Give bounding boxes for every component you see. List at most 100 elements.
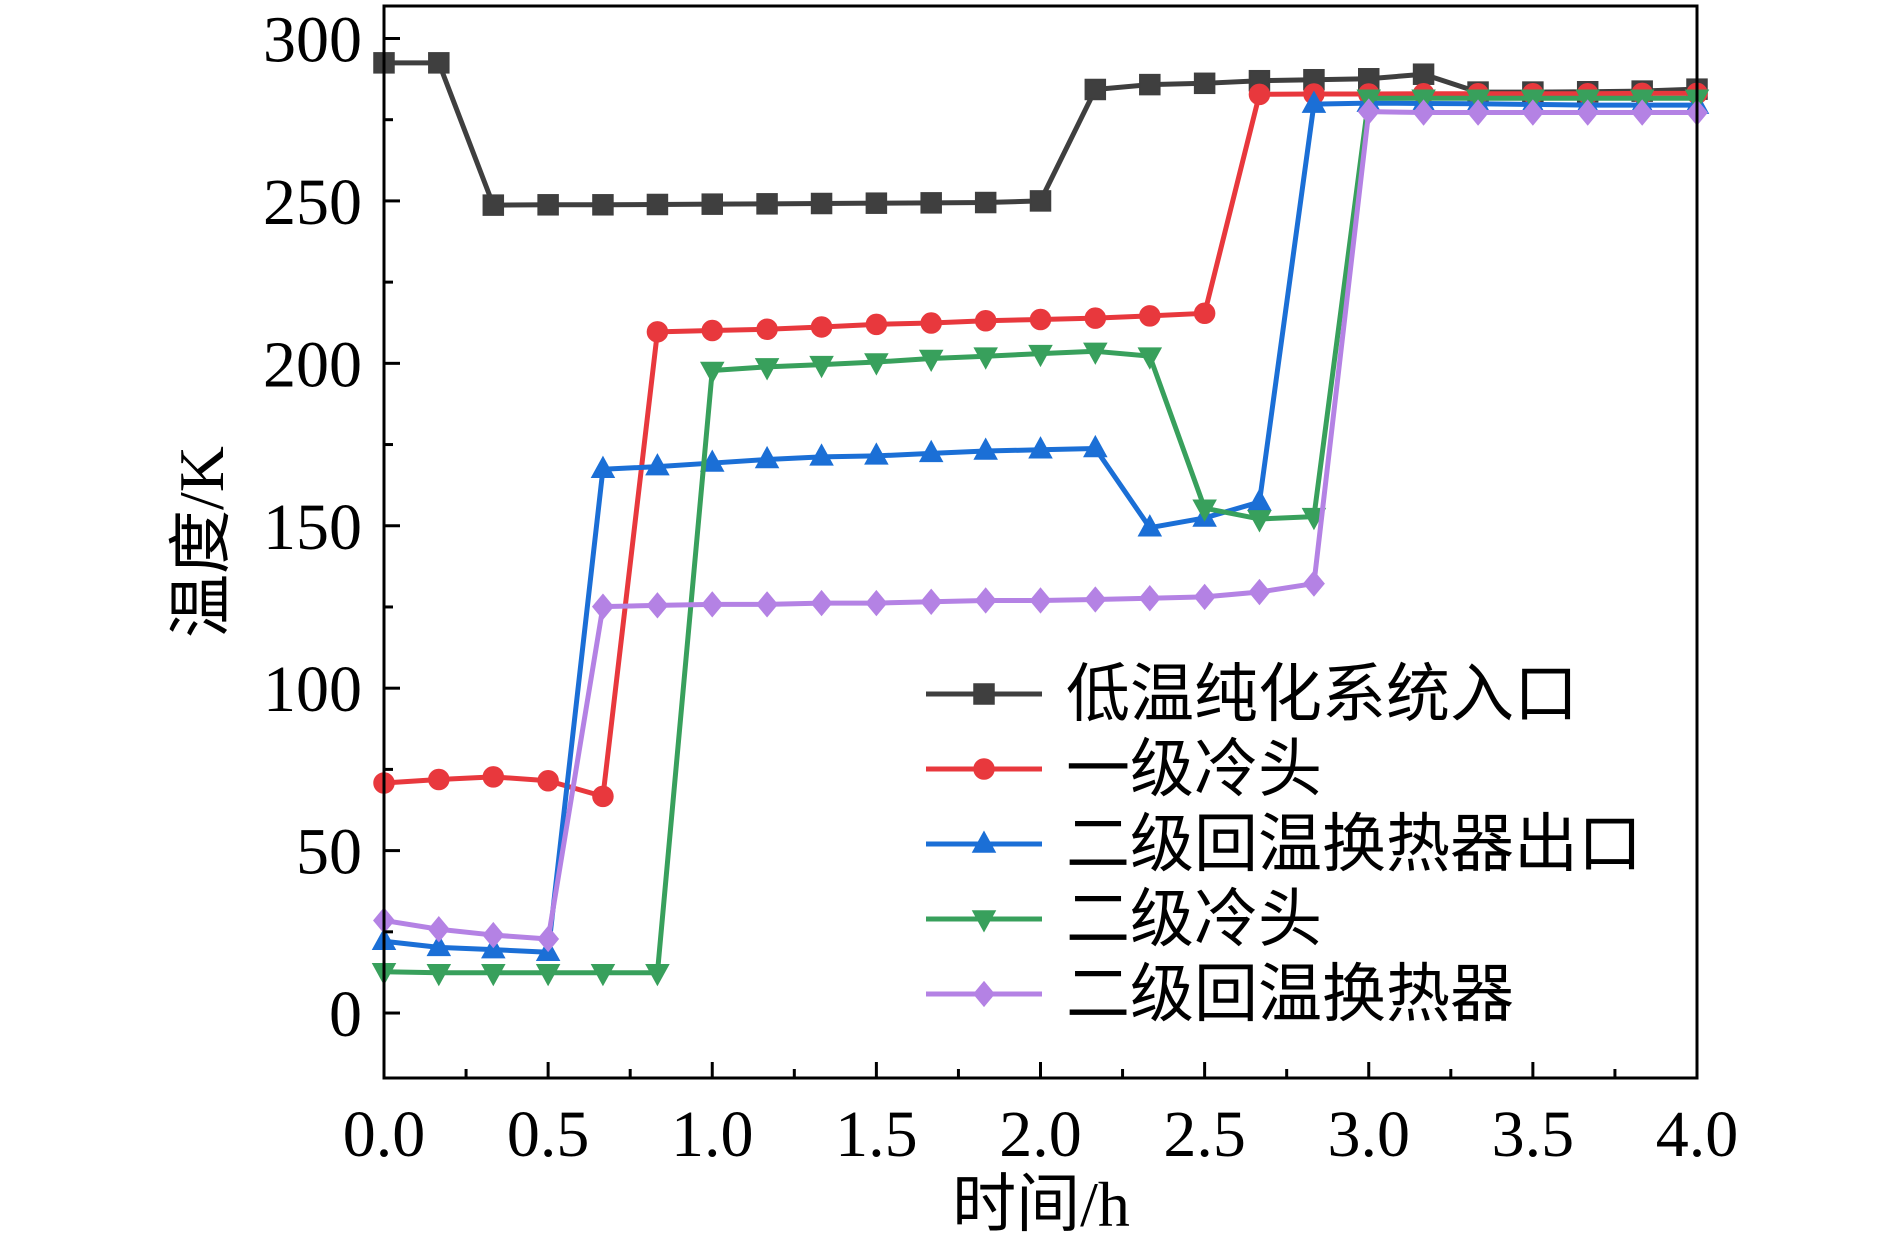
series-4-data-point	[537, 925, 560, 953]
series-0-data-point	[920, 192, 942, 214]
series-3-data-point	[426, 963, 452, 987]
series-2-data-point	[590, 455, 616, 478]
legend-label-0: 低温纯化系统入口	[1066, 659, 1578, 730]
series-3-data-point	[864, 353, 889, 376]
series-1-data-point	[1193, 302, 1216, 325]
series-3-data-point	[1247, 510, 1272, 533]
x-tick-label: 2.0	[999, 1098, 1082, 1171]
series-2-data-point	[1247, 488, 1272, 511]
series-4-data-point	[482, 921, 505, 949]
series-4-data-point	[1576, 99, 1599, 126]
series-2-data-point	[645, 453, 670, 476]
legend-label-2: 二级回温换热器出口	[1066, 809, 1642, 880]
series-1-data-point	[646, 321, 669, 343]
series-4-data-point	[1193, 583, 1216, 611]
legend-marker-3	[971, 910, 997, 933]
series-2-data-point	[864, 442, 889, 465]
series-4-data-point	[974, 587, 997, 614]
series-2-data-point	[1137, 514, 1163, 537]
series-4-data-point	[1084, 586, 1107, 613]
series-0-data-point	[646, 193, 669, 216]
series-1-data-point	[974, 310, 997, 332]
series-0	[373, 52, 1708, 216]
series-4-data-point	[701, 591, 724, 618]
series-1-data-point	[482, 766, 505, 788]
series-4-data-point	[1357, 98, 1380, 125]
series-4-data-point	[1412, 99, 1435, 126]
legend-entry-2: 二级回温换热器出口	[926, 809, 1642, 880]
series-1-data-point	[537, 770, 559, 792]
series-4-data-point	[1138, 585, 1161, 612]
series-3-data-point	[1083, 342, 1108, 365]
series-1-data-point	[920, 312, 942, 334]
series-4-data-point	[591, 593, 614, 620]
y-tick-label: 200	[263, 328, 362, 401]
legend-label-4: 二级回温换热器	[1066, 959, 1514, 1030]
y-tick-label: 100	[263, 653, 362, 726]
series-4-data-point	[810, 589, 833, 617]
legend-entry-3: 二级冷头	[926, 884, 1322, 955]
series-3-data-point	[809, 355, 834, 379]
legend-marker-0	[973, 683, 995, 705]
series-0-data-point	[592, 194, 614, 216]
series-3-data-point	[645, 963, 670, 987]
series-0-data-point	[974, 191, 997, 214]
series-1-data-point	[1139, 305, 1161, 327]
series-2-data-point	[1028, 436, 1053, 459]
x-tick-label: 0.5	[507, 1098, 590, 1171]
legend-entry-4: 二级回温换热器	[926, 959, 1514, 1030]
series-3-data-point	[754, 358, 780, 381]
series-4-data-point	[1521, 99, 1544, 126]
series-0-data-point	[810, 192, 833, 215]
series-0-data-point	[1084, 78, 1107, 101]
series-4-data-point	[1302, 570, 1325, 597]
series-1-data-point	[1248, 83, 1271, 106]
series-1-data-point	[428, 768, 450, 791]
series-4-data-point	[756, 591, 779, 618]
series-2-data-point	[973, 437, 998, 460]
series-4-data-point	[920, 588, 943, 615]
series-4-data-point	[865, 589, 888, 617]
series-1-data-point	[701, 319, 723, 342]
series-1-data-point	[592, 785, 614, 808]
series-0-data-point	[537, 194, 559, 216]
series-1-data-point	[756, 318, 778, 340]
x-tick-label: 3.5	[1492, 1098, 1575, 1171]
series-3-data-point	[535, 963, 561, 987]
series-4-data-point	[646, 592, 669, 619]
series-0-data-point	[1412, 63, 1435, 85]
series-1-data-point	[1029, 308, 1052, 331]
legend-marker-2	[971, 830, 997, 853]
series-2-data-point	[1301, 90, 1327, 113]
series-4	[373, 98, 1708, 953]
series-3-data-point	[1192, 499, 1217, 522]
series-0-data-point	[701, 193, 723, 215]
series-2-data-point	[809, 443, 834, 466]
x-tick-label: 2.5	[1163, 1098, 1246, 1171]
series-1-data-point	[810, 316, 833, 338]
series-2-data-point	[426, 933, 452, 957]
series-layer	[371, 52, 1710, 987]
series-2-data-point	[754, 445, 780, 469]
series-2-data-point	[699, 449, 725, 472]
series-3-data-point	[918, 349, 944, 373]
series-3-data-point	[1137, 347, 1163, 370]
x-tick-label: 1.5	[835, 1098, 918, 1171]
series-4-data-point	[1631, 99, 1654, 126]
legend-marker-1	[973, 758, 995, 780]
x-tick-label: 0.0	[343, 1098, 426, 1171]
series-0-data-point	[865, 192, 888, 214]
x-tick-label: 4.0	[1656, 1098, 1739, 1171]
series-4-data-point	[1248, 578, 1271, 606]
legend-marker-4	[973, 980, 995, 1008]
series-3-data-point	[481, 963, 506, 987]
y-tick-label: 250	[263, 166, 362, 239]
series-line-0	[381, 60, 1700, 208]
series-2-data-point	[918, 439, 944, 463]
y-tick-label: 150	[263, 491, 362, 564]
legend-entry-0: 低温纯化系统入口	[926, 659, 1578, 730]
series-4-data-point	[1029, 587, 1052, 614]
series-0-data-point	[1139, 73, 1161, 96]
